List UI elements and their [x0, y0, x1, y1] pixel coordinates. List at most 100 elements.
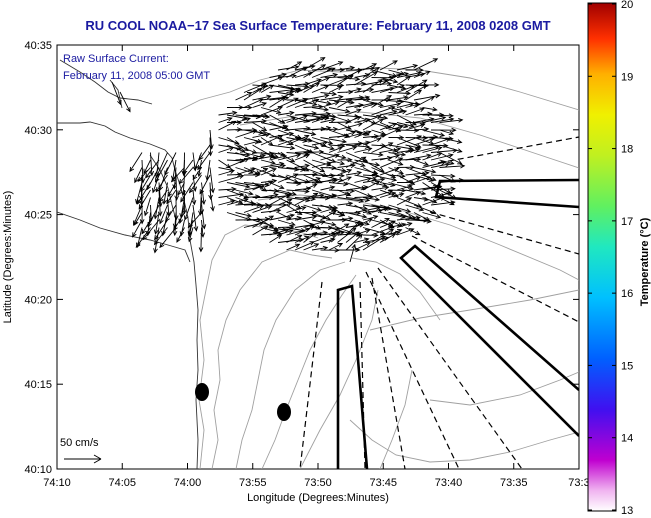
current-vector-icon	[243, 205, 264, 213]
current-vector-icon	[269, 202, 292, 213]
current-vector-field	[111, 57, 466, 263]
current-vector-icon	[327, 140, 334, 145]
current-vector-icon	[277, 212, 292, 220]
current-vector-icon	[331, 221, 337, 227]
current-vector-icon	[379, 231, 400, 236]
current-vector-icon	[294, 241, 315, 251]
current-vector-icon	[154, 227, 160, 253]
current-vector-icon	[323, 106, 330, 112]
current-vector-icon	[374, 162, 381, 167]
current-vector-icon	[328, 182, 348, 185]
current-vector-icon	[318, 149, 325, 155]
current-vector-icon	[152, 174, 160, 193]
current-vector-icon	[261, 186, 268, 192]
current-vector-icon	[321, 142, 327, 147]
current-vector-icon	[396, 73, 402, 78]
current-vector-icon	[151, 187, 157, 194]
current-vector-icon	[384, 185, 390, 191]
current-vector-icon	[405, 144, 421, 149]
current-vector-icon	[198, 159, 202, 177]
current-vector-icon	[294, 112, 316, 116]
current-vector-icon	[362, 197, 380, 201]
current-vector-icon	[302, 114, 308, 120]
current-vector-icon	[422, 161, 446, 168]
current-vector-icon	[328, 204, 345, 216]
current-vector-icon	[392, 109, 398, 115]
current-vector-icon	[144, 197, 151, 216]
current-vector-icon	[396, 149, 414, 153]
current-vector-icon	[390, 233, 396, 238]
current-vector-icon	[409, 123, 415, 128]
current-vector-icon	[439, 165, 465, 168]
current-vector-icon	[388, 69, 405, 75]
current-vector-icon	[201, 219, 204, 237]
current-vector-icon	[371, 182, 387, 187]
current-vector-icon	[192, 186, 198, 192]
current-vector-icon	[149, 170, 155, 177]
current-vector-icon	[210, 188, 215, 194]
current-vector-icon	[210, 206, 215, 212]
current-vector-icon	[135, 182, 143, 204]
current-vector-icon	[337, 202, 353, 206]
colorbar-ticks: 20 19 18 17 16 15 14 13	[588, 0, 633, 517]
current-vector-icon	[328, 159, 345, 165]
current-vector-icon	[341, 138, 348, 144]
current-vector-icon	[198, 247, 204, 253]
current-vector-icon	[396, 197, 412, 206]
current-vector-icon	[261, 82, 268, 87]
current-vector-icon	[422, 197, 437, 203]
current-vector-icon	[355, 221, 361, 227]
current-vector-icon	[345, 204, 367, 210]
current-vector-icon	[405, 204, 424, 211]
current-vector-icon	[422, 116, 446, 123]
current-vector-icon	[277, 92, 294, 96]
current-vector-icon	[378, 102, 384, 107]
x-tick-label: 74:00	[174, 477, 202, 489]
current-vector-icon	[337, 146, 344, 151]
current-vector-icon	[238, 174, 245, 179]
current-vector-icon	[147, 212, 151, 236]
current-vector-icon	[388, 174, 405, 177]
current-vector-icon	[320, 210, 337, 221]
current-vector-icon	[273, 188, 280, 194]
current-vector-icon	[280, 151, 286, 157]
current-vector-icon	[354, 71, 378, 86]
current-vector-icon	[260, 135, 283, 146]
radar-range-lines	[299, 136, 579, 469]
current-vector-icon	[250, 167, 256, 173]
current-vector-icon	[331, 177, 337, 182]
current-vector-icon	[235, 167, 254, 174]
current-vector-icon	[226, 173, 242, 176]
current-vector-icon	[422, 84, 428, 90]
current-vector-icon	[320, 64, 327, 69]
current-vector-icon	[329, 145, 335, 151]
current-vector-icon	[345, 233, 363, 251]
current-vector-icon	[387, 189, 394, 195]
current-vector-icon	[303, 174, 322, 184]
current-vector-icon	[287, 198, 293, 204]
current-vector-icon	[350, 130, 356, 136]
current-vector-icon	[394, 167, 400, 172]
current-vector-icon	[301, 206, 307, 211]
current-vector-icon	[218, 112, 237, 116]
current-vector-icon	[218, 200, 235, 206]
current-vector-icon	[405, 208, 412, 213]
current-vector-icon	[146, 184, 151, 191]
current-vector-icon	[218, 147, 234, 153]
current-vector-icon	[277, 117, 296, 123]
current-vector-icon	[362, 79, 388, 86]
current-vector-icon	[413, 137, 434, 145]
current-vector-icon	[294, 166, 300, 172]
current-vector-icon	[399, 192, 405, 197]
current-vector-icon	[218, 170, 235, 176]
buoy-marker-icon	[195, 383, 209, 401]
current-vector-icon	[134, 167, 143, 183]
current-vector-icon	[405, 176, 421, 183]
current-vector-icon	[384, 218, 390, 223]
current-vector-icon	[174, 212, 177, 228]
current-vector-icon	[194, 164, 199, 171]
current-vector-icon	[379, 144, 398, 153]
current-vector-icon	[320, 186, 335, 191]
current-vector-icon	[356, 170, 363, 176]
current-vector-icon	[268, 215, 275, 221]
